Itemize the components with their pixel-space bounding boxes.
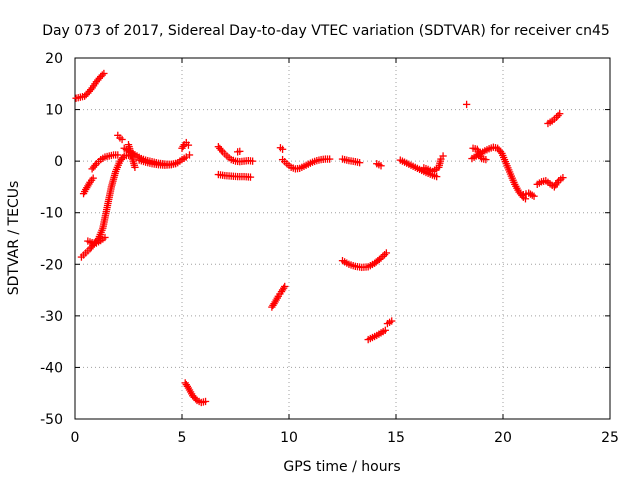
data-point xyxy=(278,145,287,153)
data-point xyxy=(530,192,538,200)
data-point xyxy=(246,173,255,181)
data-point xyxy=(184,141,193,149)
y-tick-label: -20 xyxy=(40,257,63,273)
y-tick-label: 0 xyxy=(54,154,63,170)
data-point xyxy=(381,326,389,334)
data-point xyxy=(185,151,194,159)
x-tick-label: 0 xyxy=(71,430,80,446)
y-tick-label: -50 xyxy=(40,412,63,428)
data-point xyxy=(201,397,210,406)
x-axis: 0 5 10 15 20 25 xyxy=(71,58,619,446)
data-point xyxy=(482,155,490,164)
y-tick-label: -30 xyxy=(40,309,63,325)
data-point xyxy=(519,191,527,199)
data-point xyxy=(388,317,396,325)
y-tick-label: -40 xyxy=(40,360,63,376)
data-point xyxy=(118,135,126,144)
data-point xyxy=(382,249,391,257)
data-point xyxy=(248,157,257,165)
data-points xyxy=(72,69,567,407)
y-axis-label: SDTVAR / TECUs xyxy=(6,181,22,296)
y-tick-label: 10 xyxy=(45,103,63,119)
data-point xyxy=(89,174,97,182)
data-point xyxy=(101,233,109,242)
x-tick-label: 25 xyxy=(601,430,619,446)
x-tick-label: 5 xyxy=(178,430,187,446)
x-tick-label: 10 xyxy=(280,430,298,446)
data-point xyxy=(556,110,564,118)
data-point xyxy=(462,100,471,109)
y-axis: 20 10 0 -10 -20 -30 -40 -50 xyxy=(40,51,610,428)
data-point xyxy=(355,159,364,167)
plot-frame xyxy=(74,57,611,420)
data-point xyxy=(281,282,289,291)
y-tick-label: -10 xyxy=(40,206,63,222)
x-axis-label: GPS time / hours xyxy=(283,459,400,475)
data-point xyxy=(439,152,447,160)
data-point xyxy=(326,155,334,163)
grid-layer xyxy=(75,58,610,419)
data-point xyxy=(377,162,385,170)
data-point xyxy=(131,163,139,171)
data-point xyxy=(559,173,567,182)
data-point xyxy=(100,69,108,78)
data-point xyxy=(433,172,441,181)
data-point xyxy=(236,147,244,155)
x-tick-label: 20 xyxy=(494,430,512,446)
data-point xyxy=(114,151,122,159)
chart-title: Day 073 of 2017, Sidereal Day-to-day VTE… xyxy=(42,23,610,39)
x-tick-label: 15 xyxy=(387,430,405,446)
y-tick-label: 20 xyxy=(45,51,63,67)
